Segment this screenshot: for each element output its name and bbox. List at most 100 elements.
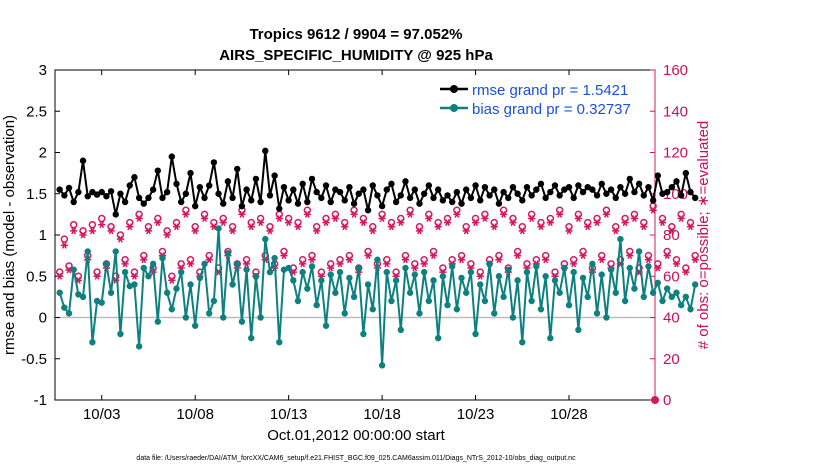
obs-evaluated-marker [528,215,536,222]
bias-point [654,279,662,287]
obs-evaluated-marker [238,210,246,218]
obs-possible-marker [654,260,662,268]
obs-evaluated-marker [336,260,344,268]
rmse-point [84,193,91,200]
plot-area [54,69,656,401]
obs-evaluated-marker [626,252,634,260]
obs-evaluated-marker [98,221,106,229]
rmse-point [397,192,404,199]
obs-possible-marker [97,214,106,223]
y-right-tick-label: 160 [663,62,688,79]
obs-evaluated-marker [242,260,251,268]
bias-point [519,339,526,346]
obs-evaluated-marker [93,272,101,280]
bias-point [420,268,428,276]
bias-point [89,339,96,346]
rmse-point [392,198,400,206]
rmse-point [196,183,204,191]
obs-evaluated-marker [135,215,143,222]
obs-evaluated-marker [205,256,213,264]
bias-point [397,326,404,334]
rmse-point [523,183,531,191]
rmse-point [140,200,147,207]
obs-evaluated-marker [401,256,410,264]
rmse-point [220,200,227,207]
obs-evaluated-marker [397,219,405,227]
rmse-point [229,194,236,202]
bias-point [145,273,152,280]
bias-point [224,249,232,257]
obs-evaluated-marker [406,210,414,218]
obs-evaluated-marker [593,219,601,227]
rmse-point [603,190,610,197]
obs-evaluated-marker [425,215,433,222]
rmse-point [112,211,119,218]
bias-point [542,273,549,280]
rmse-point [154,167,162,174]
bias-point [668,293,676,301]
bias-point [215,225,222,232]
rmse-point [98,188,105,196]
rmse-point [280,183,288,191]
rmse-point [294,200,302,207]
bias-point [238,318,246,325]
rmse-point [691,194,699,202]
obs-evaluated-marker [186,260,195,268]
obs-evaluated-marker [308,256,316,264]
obs-evaluated-marker [457,256,466,264]
rmse-point [75,188,82,196]
obs-evaluated-marker [668,227,676,235]
obs-evaluated-marker [163,231,171,239]
obs-evaluated-marker [219,219,227,227]
bias-point [687,306,694,313]
axes-ticks: -1-0.500.511.522.53020406080100120140160… [21,62,688,423]
rmse-point [430,194,437,202]
rmse-point [299,180,306,188]
obs-evaluated-marker [495,256,503,264]
bias-point [112,248,119,255]
x-tick-label: 10/23 [457,406,495,423]
obs-evaluated-marker [140,256,148,264]
obs-evaluated-marker [313,227,321,235]
y-right-tick-label: 60 [663,268,680,285]
rmse-point [607,186,615,193]
obs-possible-marker [682,264,690,272]
bias-point [173,285,180,292]
rmse-point [201,194,208,202]
bias-point [607,266,615,273]
obs-evaluated-marker [378,215,386,222]
y-left-tick-label: -1 [34,392,47,409]
rmse-point [411,186,419,193]
obs-evaluated-marker [228,227,237,235]
bias-point [355,264,362,272]
bias-point [575,326,582,334]
bias-point [472,330,479,338]
bias-point [299,268,306,276]
rmse-point [547,188,554,196]
bias-point [677,301,685,309]
obs-evaluated-marker [285,219,293,227]
obs-evaluated-marker [327,264,335,272]
bias-point [453,306,461,313]
rmse-point [374,192,381,199]
obs-evaluated-marker [266,227,274,235]
x-tick-label: 10/03 [83,406,121,423]
bias-point [537,306,545,313]
bias-point [551,277,559,284]
rmse-point [453,188,461,196]
obs-evaluated-marker [443,219,452,227]
obs-evaluated-marker [182,210,190,218]
rmse-point [528,192,535,199]
bias-point [308,263,316,270]
bias-point [659,297,666,305]
rmse-point [682,169,690,177]
bias-point [402,264,409,272]
rmse-point [234,165,241,173]
rmse-series [56,147,699,218]
obs-evaluated-marker [462,227,470,235]
bias-point [603,314,610,321]
rmse-point [402,178,409,185]
bias-point [682,293,690,301]
obs-evaluated-marker [565,227,573,235]
rmse-point [135,194,143,202]
